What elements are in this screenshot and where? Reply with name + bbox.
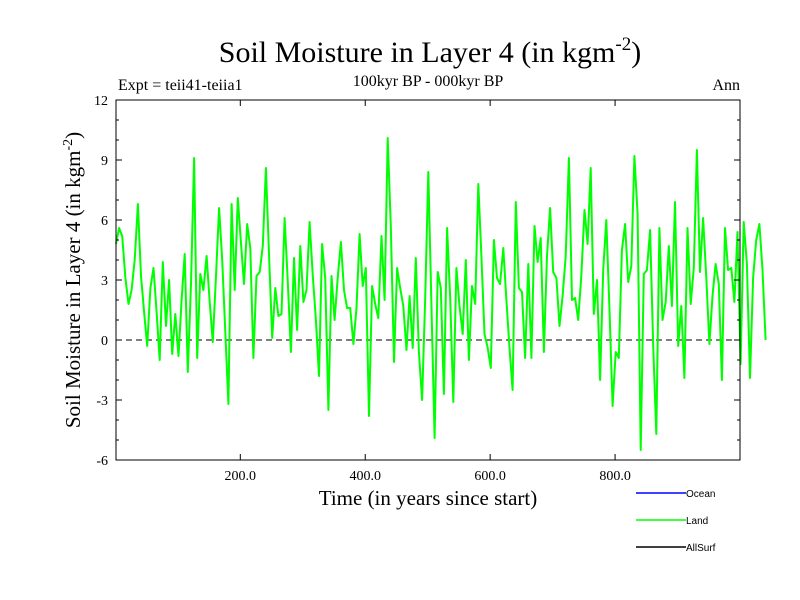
- y-axis-label-close: ): [61, 132, 85, 139]
- x-tick-label: 600.0: [474, 469, 506, 484]
- y-tick-label: 0: [101, 334, 108, 349]
- y-tick-label: 9: [101, 154, 108, 169]
- chart-title: Soil Moisture in Layer 4 (in kgm-2): [219, 34, 641, 69]
- chart-subtitle: 100kyr BP - 000kyr BP: [353, 73, 504, 90]
- y-axis-label-main: Soil Moisture in Layer 4 (in kgm: [61, 151, 85, 429]
- chart-title-superscript: -2: [615, 34, 631, 55]
- y-tick-label: 12: [94, 94, 108, 109]
- y-tick-label: 3: [101, 274, 108, 289]
- x-axis: 200.0 400.0 600.0 800.0: [225, 100, 631, 484]
- chart-title-main: Soil Moisture in Layer 4 (in kgm: [219, 36, 616, 69]
- y-tick-label: -6: [96, 454, 108, 469]
- legend-label: AllSurf: [686, 543, 716, 554]
- y-tick-label: 6: [101, 214, 108, 229]
- plot-frame: [115, 99, 741, 461]
- x-axis-label: Time (in years since start): [319, 486, 538, 510]
- x-tick-label: 400.0: [349, 469, 381, 484]
- legend-label: Ocean: [686, 489, 715, 500]
- y-axis: -6 -3 0 3 6 9 12: [94, 94, 740, 469]
- expt-label: Expt = teii41-teiia1: [118, 77, 243, 94]
- x-tick-label: 800.0: [599, 469, 631, 484]
- season-label: Ann: [712, 77, 740, 94]
- series-line-land: [115, 137, 767, 451]
- legend-label: Land: [686, 516, 708, 527]
- y-axis-label: Soil Moisture in Layer 4 (in kgm-2): [61, 132, 85, 428]
- y-axis-label-superscript: -2: [61, 139, 76, 151]
- legend: Ocean Land AllSurf: [636, 489, 716, 554]
- y-tick-label: -3: [96, 394, 108, 409]
- chart-title-close: ): [631, 36, 641, 69]
- x-tick-label: 200.0: [225, 469, 257, 484]
